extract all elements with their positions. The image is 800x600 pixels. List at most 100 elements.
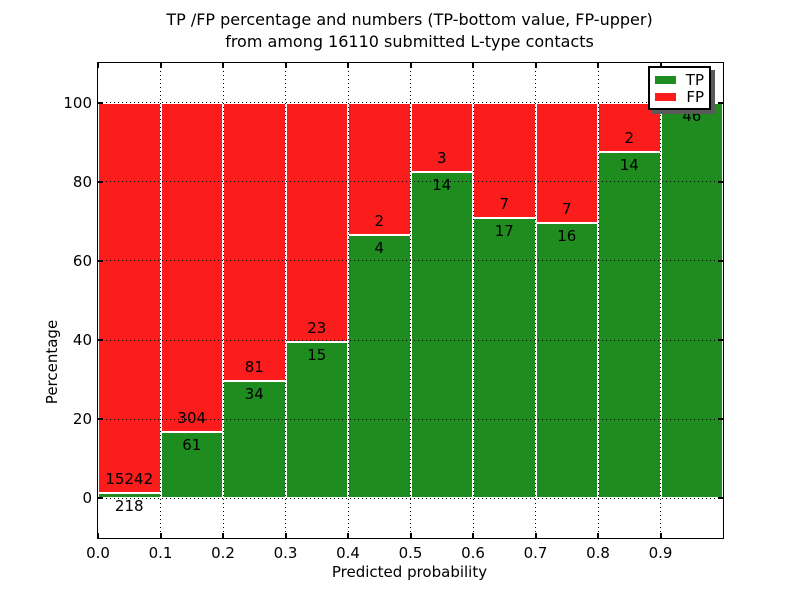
y-tick-mark: [98, 418, 103, 421]
x-tick-label: 0.0: [86, 544, 110, 562]
fp-count-label: 7: [499, 195, 510, 214]
fp-count-label: 15242: [105, 469, 154, 488]
bar-fp-segment: [598, 102, 661, 153]
y-tick-mark: [98, 339, 103, 342]
y-tick-mark: [718, 339, 723, 342]
x-gridline: [160, 63, 161, 538]
bar-fp-segment: [98, 102, 161, 493]
fp-count-label: 3: [436, 149, 447, 168]
fp-count-label: 2: [374, 211, 385, 230]
x-gridline: [285, 63, 286, 538]
x-tick-label: 0.6: [461, 544, 485, 562]
x-tick-label: 0.5: [398, 544, 423, 562]
bar-tp-segment: [535, 223, 598, 499]
y-tick-mark: [98, 259, 103, 262]
x-tick-mark: [222, 533, 224, 538]
x-tick-mark: [159, 63, 162, 68]
legend: TP FP: [648, 66, 711, 110]
x-gridline: [472, 63, 474, 538]
x-tick-label: 0.4: [336, 544, 360, 562]
bar-tp-segment: [410, 172, 473, 499]
tp-count-label: 15: [307, 346, 327, 365]
y-tick-label: 80: [72, 172, 92, 191]
legend-item-tp: TP: [655, 72, 704, 88]
x-tick-mark: [347, 533, 349, 538]
x-tick-label: 0.3: [273, 544, 298, 562]
x-tick-label: 0.1: [148, 544, 173, 562]
y-tick-mark: [718, 101, 723, 104]
x-tick-mark: [97, 63, 99, 68]
x-tick-mark: [284, 63, 287, 68]
chart-title: TP /FP percentage and numbers (TP-bottom…: [97, 9, 722, 53]
fp-count-label: 2: [624, 129, 635, 148]
tp-count-label: 34: [244, 385, 264, 404]
y-tick-label: 100: [63, 93, 92, 112]
y-tick-mark: [718, 180, 723, 183]
fp-count-label: 23: [307, 319, 327, 338]
x-tick-mark: [597, 63, 599, 68]
bar-fp-segment: [473, 102, 536, 219]
x-tick-mark: [347, 63, 349, 68]
x-tick-mark: [284, 533, 287, 538]
x-tick-mark: [597, 533, 599, 538]
bar-tp-segment: [660, 102, 723, 499]
x-tick-mark: [409, 63, 412, 68]
x-gridline: [347, 63, 349, 538]
x-tick-mark: [659, 533, 662, 538]
fp-count-label: 304: [177, 409, 207, 428]
bar-fp-segment: [535, 102, 598, 224]
bar-tp-segment: [598, 152, 661, 499]
tp-count-label: 17: [494, 222, 514, 241]
tp-count-label: 218: [114, 496, 144, 515]
fp-color-swatch: [655, 92, 676, 101]
x-gridline: [410, 63, 411, 538]
tp-count-label: 16: [557, 227, 577, 246]
plot-area: Percentage 15242 218 304 61 81 34 23 15 2 4 3 14 7 17…: [43, 62, 724, 562]
y-tick-label: 60: [72, 251, 92, 270]
fp-count-label: 81: [244, 358, 264, 377]
x-tick-mark: [472, 63, 474, 68]
y-tick-label: 0: [82, 489, 92, 508]
y-tick-label: 20: [72, 410, 92, 429]
y-tick-mark: [98, 180, 103, 183]
y-tick-mark: [718, 418, 723, 421]
bar-fp-segment: [160, 102, 223, 433]
x-tick-label: 0.2: [211, 544, 235, 562]
y-tick-mark: [98, 101, 103, 104]
x-tick-mark: [534, 533, 537, 538]
x-gridline: [222, 63, 224, 538]
tp-color-swatch: [655, 75, 676, 84]
tp-count-label: 61: [182, 436, 202, 455]
tp-count-label: 14: [432, 176, 452, 195]
legend-item-fp: FP: [655, 89, 704, 105]
x-tick-mark: [222, 63, 224, 68]
x-tick-label: 0.9: [648, 544, 673, 562]
bar-tp-segment: [285, 342, 348, 499]
x-tick-mark: [409, 533, 412, 538]
x-tick-mark: [472, 533, 474, 538]
bar-tp-segment: [348, 234, 411, 499]
tp-count-label: 46: [682, 106, 702, 125]
x-tick-mark: [97, 533, 99, 538]
x-tick-label: 0.8: [586, 544, 610, 562]
x-tick-mark: [159, 533, 162, 538]
fp-count-label: 7: [561, 200, 572, 219]
x-gridline: [535, 63, 536, 538]
y-tick-mark: [718, 497, 723, 500]
tp-count-label: 14: [619, 156, 639, 175]
chart-title-line1: TP /FP percentage and numbers (TP-bottom…: [166, 10, 653, 29]
legend-label-fp: FP: [686, 87, 704, 106]
y-tick-mark: [718, 259, 723, 262]
tp-count-label: 4: [374, 238, 385, 257]
legend-label-tp: TP: [685, 70, 704, 89]
y-tick-label: 40: [72, 331, 92, 350]
y-tick-mark: [98, 497, 103, 500]
x-tick-mark: [659, 63, 662, 68]
x-gridline: [660, 63, 661, 538]
bar-fp-segment: [285, 102, 348, 343]
chart-title-line2: from among 16110 submitted L-type contac…: [225, 32, 594, 51]
x-tick-mark: [534, 63, 537, 68]
x-gridline: [597, 63, 599, 538]
x-tick-label: 0.7: [523, 544, 548, 562]
